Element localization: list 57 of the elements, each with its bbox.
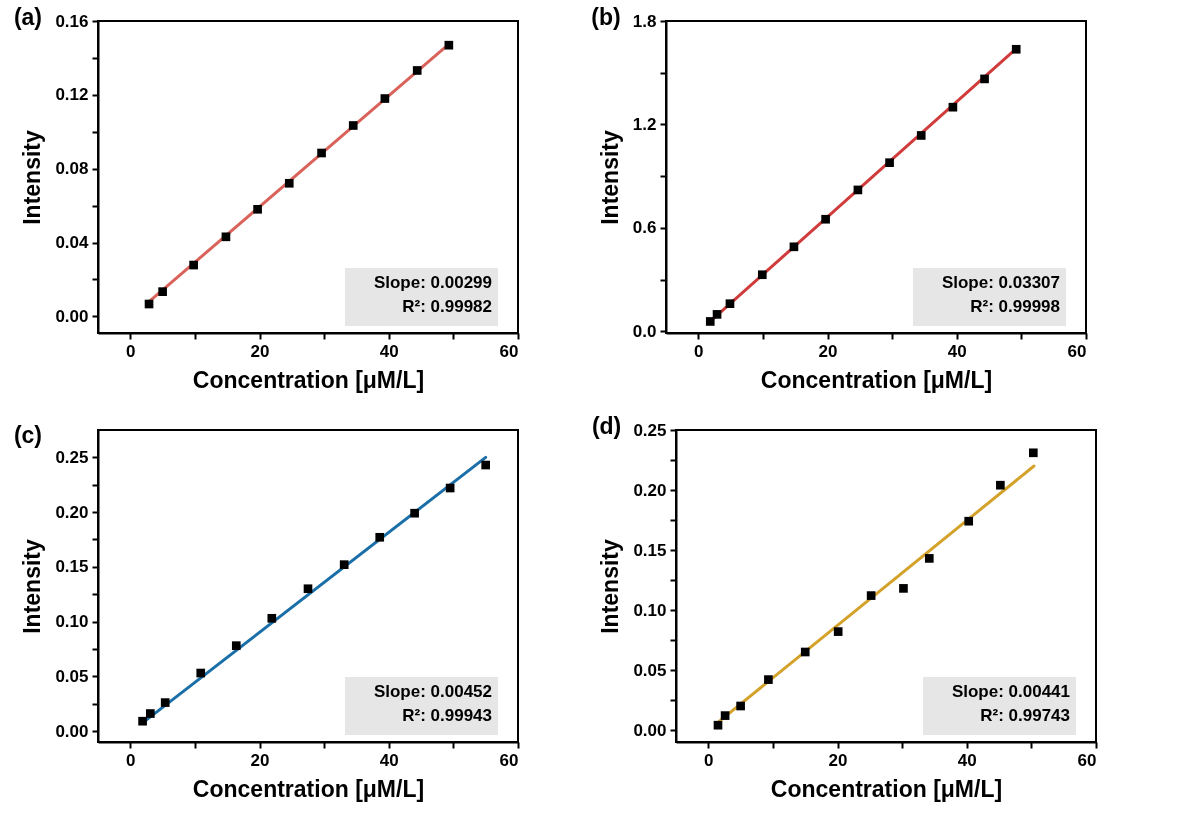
annotation: R²: 0.99743: [980, 706, 1070, 725]
annotation: R²: 0.99943: [402, 706, 492, 725]
x-tick-label: 0: [694, 341, 704, 361]
y-tick-label: 0.15: [55, 557, 89, 577]
x-tick-label: 40: [957, 750, 977, 770]
y-tick-label: 0.08: [55, 159, 89, 179]
chart-title: (c): [13, 422, 43, 448]
y-tick-label: 0.12: [55, 85, 89, 105]
x-tick-label: 20: [828, 750, 848, 770]
y-axis-title: Intensity: [19, 539, 46, 634]
y-tick-label: 0.6: [632, 218, 657, 238]
x-tick-label: 40: [379, 750, 399, 770]
y-tick-label: 0.10: [633, 600, 667, 620]
y-tick-label: 1.8: [632, 11, 657, 31]
x-tick-label: 0: [126, 750, 136, 770]
y-tick-label: 0.00: [633, 720, 667, 740]
x-tick-label: 40: [947, 341, 967, 361]
y-axis-title: Intensity: [596, 130, 623, 225]
x-tick-label: 60: [499, 341, 519, 361]
y-tick-label: 1.2: [632, 114, 657, 134]
y-tick-label: 0.20: [55, 502, 89, 522]
annotation: R²: 0.99982: [402, 297, 492, 316]
chart-title: (a): [13, 4, 43, 30]
x-axis-title: Concentration [μM/L]: [192, 775, 425, 802]
x-tick-label: 60: [1067, 341, 1087, 361]
annotation: Slope: 0.00299: [373, 273, 492, 292]
annotation: Slope: 0.00441: [951, 682, 1070, 701]
y-tick-label: 0.15: [633, 540, 667, 560]
annotation: Slope: 0.03307: [941, 273, 1060, 292]
annotation: R²: 0.99998: [970, 297, 1060, 316]
x-tick-label: 20: [818, 341, 838, 361]
y-tick-label: 0.25: [55, 447, 89, 467]
y-tick-label: 0.04: [55, 233, 90, 253]
y-tick-label: 0.00: [55, 721, 89, 741]
x-tick-label: 20: [250, 341, 270, 361]
x-axis-title: Concentration [μM/L]: [192, 366, 425, 393]
chart-title: (d): [591, 413, 622, 439]
y-tick-label: 0.10: [55, 612, 89, 632]
y-tick-label: 0.00: [55, 306, 89, 326]
y-axis-title: Intensity: [597, 539, 624, 634]
x-axis-title: Concentration [μM/L]: [770, 775, 1003, 802]
x-axis-title: Concentration [μM/L]: [760, 366, 993, 393]
y-tick-label: 0.0: [632, 321, 657, 341]
y-tick-label: 0.16: [55, 11, 89, 31]
chart-title: (b): [591, 4, 621, 30]
y-tick-label: 0.20: [633, 480, 667, 500]
y-tick-label: 0.05: [55, 666, 89, 686]
x-tick-label: 0: [126, 341, 136, 361]
x-tick-label: 60: [499, 750, 519, 770]
x-tick-label: 40: [379, 341, 399, 361]
annotation: Slope: 0.00452: [373, 682, 492, 701]
y-tick-label: 0.25: [633, 420, 667, 440]
y-axis-title: Intensity: [19, 130, 46, 225]
y-tick-label: 0.05: [633, 660, 667, 680]
x-tick-label: 20: [250, 750, 270, 770]
x-tick-label: 60: [1077, 750, 1097, 770]
x-tick-label: 0: [704, 750, 714, 770]
